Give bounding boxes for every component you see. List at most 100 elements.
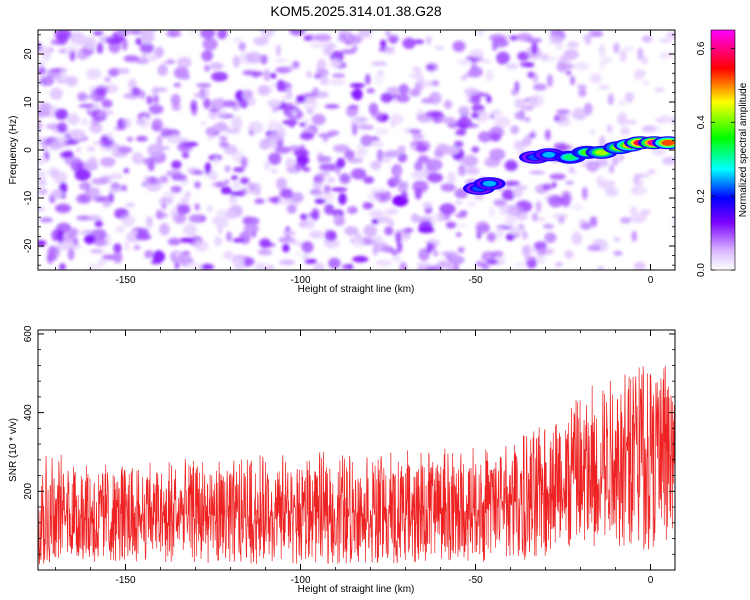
spectrogram-noise-blob: [506, 206, 524, 217]
spectrogram-noise-blob: [49, 87, 63, 100]
spectrogram-noise-blob: [457, 246, 465, 254]
spectrogram-noise-blob: [74, 168, 91, 181]
spectrogram-noise-blob: [248, 120, 264, 134]
spectrogram-noise-blob: [494, 115, 511, 128]
spectrogram-noise-blob: [386, 86, 399, 95]
spectrogram-noise-blob: [206, 205, 213, 213]
spectrogram-noise-blob: [403, 227, 414, 233]
spectrogram-noise-blob: [126, 136, 134, 142]
spectrogram-noise-blob: [247, 97, 256, 106]
spectrogram-noise-blob: [623, 46, 635, 52]
spectrogram-noise-blob: [57, 122, 68, 133]
spectrogram-noise-blob: [47, 245, 56, 259]
spectrogram-noise-blob: [263, 68, 271, 82]
spectrogram-noise-blob: [509, 226, 524, 236]
y-tick-label: -10: [23, 190, 34, 205]
spectrogram-noise-blob: [535, 200, 542, 213]
spectrogram-noise-blob: [165, 32, 182, 37]
spectrogram-x-ticks: -150 -100 -50 0: [55, 30, 654, 286]
spectrogram-noise-blob: [265, 264, 275, 270]
spectrogram-noise-blob: [183, 223, 197, 237]
spectrogram-noise-blob: [425, 80, 433, 88]
spectrogram-noise-blob: [277, 198, 294, 205]
spectrogram-noise-blob: [153, 87, 168, 92]
spectrogram-noise-blob: [457, 58, 472, 66]
spectrogram-noise-blob: [436, 211, 444, 223]
spectrogram-noise-blob: [67, 247, 75, 261]
spectrogram-noise-blob: [529, 170, 546, 175]
colorbar-label: Normalized spectral amplitude: [738, 82, 749, 217]
spectrogram-noise-blob: [571, 108, 588, 121]
spectrogram-noise-blob: [339, 173, 351, 184]
spectrogram-noise-blob: [231, 116, 243, 130]
spectrogram-noise-blob: [242, 216, 260, 226]
spectrogram-noise-blob: [212, 123, 229, 132]
spectrogram-noise-blob: [257, 85, 272, 96]
spectrogram-noise-blob: [493, 199, 507, 207]
spectrogram-noise-blob: [536, 94, 545, 105]
spectrogram-noise-blob: [73, 33, 88, 46]
x-tick-label: -150: [115, 275, 135, 286]
spectrogram-noise-blob: [305, 222, 316, 230]
spectrogram-noise-blob: [589, 128, 596, 136]
spectrogram-noise-blob: [567, 41, 580, 48]
spectrogram-noise-blob: [556, 120, 572, 126]
spectrogram-noise-blob: [352, 255, 369, 263]
spectrogram-noise-blob: [254, 198, 265, 205]
spectrogram-noise-blob: [38, 60, 45, 67]
spectrogram-noise-blob: [309, 230, 325, 239]
spectrogram-noise-blob: [365, 73, 371, 85]
spectrogram-noise-blob: [146, 177, 160, 185]
spectrogram-noise-blob: [61, 233, 78, 243]
spectrogram-noise-blob: [346, 206, 358, 215]
spectrogram-noise-blob: [455, 129, 466, 136]
spectrogram-noise-blob: [339, 33, 347, 41]
spectrogram-noise-blob: [606, 124, 613, 134]
spectrogram-noise-blob: [133, 245, 141, 251]
spectrogram-noise-blob: [159, 223, 170, 236]
spectrogram-noise-blob: [402, 37, 416, 49]
spectrogram-noise-blob: [301, 241, 314, 254]
spectrogram-noise-blob: [38, 66, 47, 75]
spectrogram-noise-blob: [363, 224, 378, 237]
spectrogram-y-label: Frequency (Hz): [8, 116, 19, 185]
spectrogram-noise-blob: [97, 258, 107, 266]
spectrogram-noise-blob: [38, 240, 47, 247]
spectrogram-noise-blob: [172, 256, 181, 261]
spectrogram-noise-blob: [421, 98, 435, 104]
spectrogram-noise-blob: [107, 131, 113, 141]
spectrogram-noise-blob: [129, 30, 144, 35]
spectrogram-noise-blob: [441, 251, 458, 257]
spectrogram-noise-blob: [324, 230, 337, 241]
spectrogram-noise-blob: [392, 255, 401, 262]
spectrogram-noise-blob: [299, 131, 315, 141]
spectrogram-noise-blob: [486, 232, 497, 243]
spectrogram-noise-blob: [448, 255, 465, 265]
spectrogram-noise-blob: [505, 63, 519, 70]
spectrogram-noise-blob: [377, 216, 392, 224]
spectrogram-noise-blob: [90, 249, 104, 254]
spectrogram-noise-blob: [327, 177, 336, 183]
spectrogram-noise-blob: [460, 75, 467, 81]
spectrogram-noise-blob: [552, 213, 569, 219]
spectrogram-noise-blob: [484, 157, 501, 168]
spectrogram-noise-blob: [590, 73, 602, 84]
spectrogram-noise-blob: [270, 168, 278, 174]
spectrogram-noise-blob: [456, 232, 462, 237]
spectrogram-noise-blob: [38, 119, 43, 132]
spectrogram-noise-blob: [294, 251, 300, 257]
spectrogram-noise-blob: [204, 162, 211, 175]
colorbar-tick-label: 0.0: [696, 263, 707, 277]
spectrogram-noise-blob: [267, 99, 282, 108]
spectrogram-noise-blob: [360, 134, 373, 147]
spectrogram-noise-blob: [211, 71, 228, 82]
spectrogram-noise-blob: [369, 209, 385, 219]
spectrogram-noise-blob: [418, 248, 430, 262]
spectrogram-noise-blob: [263, 30, 271, 40]
spectrogram-noise-blob: [414, 187, 422, 200]
spectrogram-noise-blob: [311, 208, 320, 221]
spectrogram-noise-blob: [597, 266, 605, 270]
spectrogram-noise-blob: [188, 214, 203, 223]
spectrogram-noise-blob: [477, 260, 485, 268]
spectrogram-noise-blob: [607, 93, 614, 106]
